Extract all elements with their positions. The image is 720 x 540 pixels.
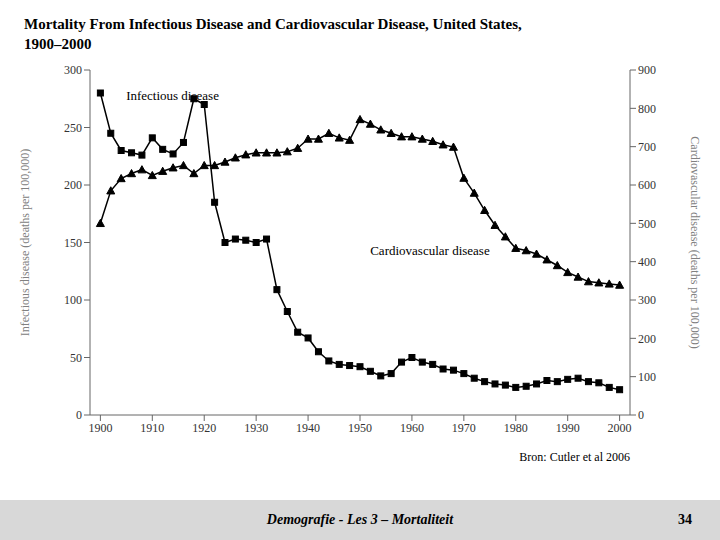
svg-text:150: 150 <box>64 236 82 250</box>
svg-text:300: 300 <box>64 63 82 77</box>
svg-text:1970: 1970 <box>452 421 476 435</box>
svg-text:600: 600 <box>638 178 656 192</box>
svg-text:500: 500 <box>638 217 656 231</box>
svg-text:1960: 1960 <box>400 421 424 435</box>
svg-text:800: 800 <box>638 102 656 116</box>
html-text:1900–2000: 1900–2000 <box>24 36 92 52</box>
svg-text:1900: 1900 <box>88 421 112 435</box>
svg-text:250: 250 <box>64 121 82 135</box>
html-text:Demografie - Les 3 – Mortalite: Demografie - Les 3 – Mortaliteit <box>266 512 454 527</box>
svg-text:1930: 1930 <box>244 421 268 435</box>
svg-text:700: 700 <box>638 140 656 154</box>
svg-text:1980: 1980 <box>504 421 528 435</box>
html-text:Bron: Cutler et al 2006: Bron: Cutler et al 2006 <box>519 450 630 464</box>
svg-text:2000: 2000 <box>608 421 632 435</box>
svg-text:100: 100 <box>638 370 656 384</box>
svg-text:Cardiovascular disease: Cardiovascular disease <box>370 243 490 258</box>
svg-text:100: 100 <box>64 293 82 307</box>
svg-text:1950: 1950 <box>348 421 372 435</box>
svg-text:50: 50 <box>70 351 82 365</box>
svg-text:0: 0 <box>638 408 644 422</box>
html-text:Mortality From Infectious Dise: Mortality From Infectious Disease and Ca… <box>24 16 522 32</box>
svg-text:0: 0 <box>76 408 82 422</box>
svg-text:Infectious disease (deaths per: Infectious disease (deaths per 100,000) <box>18 149 32 337</box>
svg-text:1990: 1990 <box>556 421 580 435</box>
svg-text:900: 900 <box>638 63 656 77</box>
svg-text:300: 300 <box>638 293 656 307</box>
svg-text:Infectious disease: Infectious disease <box>126 88 219 103</box>
svg-text:1940: 1940 <box>296 421 320 435</box>
html-text:34: 34 <box>678 512 692 527</box>
svg-text:400: 400 <box>638 255 656 269</box>
svg-text:1920: 1920 <box>192 421 216 435</box>
svg-text:200: 200 <box>64 178 82 192</box>
svg-text:200: 200 <box>638 332 656 346</box>
svg-text:1910: 1910 <box>140 421 164 435</box>
svg-text:Cardiovascular disease (deaths: Cardiovascular disease (deaths per 100,0… <box>688 136 702 348</box>
